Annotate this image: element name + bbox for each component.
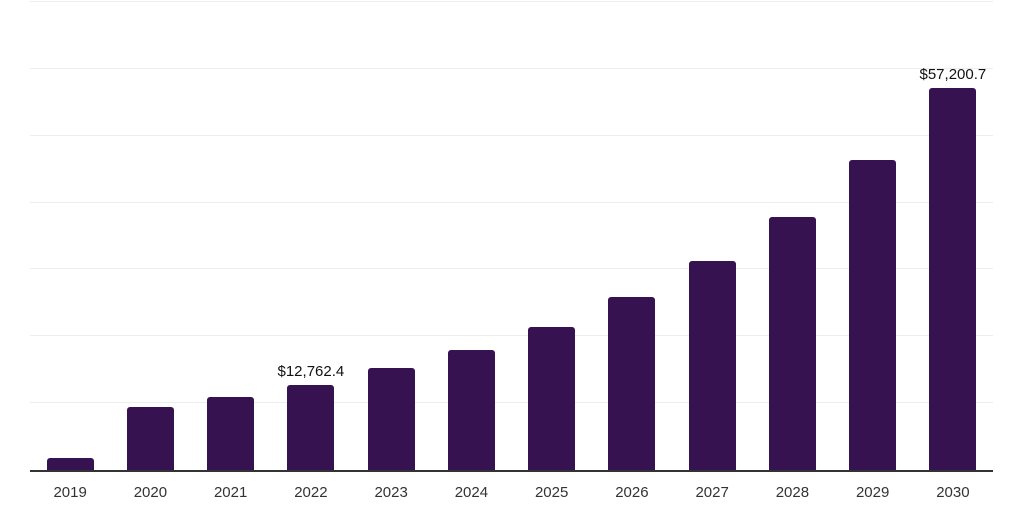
bar-value-label-2022: $12,762.4: [277, 362, 345, 380]
bar-2025[interactable]: [528, 326, 576, 470]
bar-value-label-2030: $57,200.7: [919, 65, 987, 83]
bar-band-2030: $57,200.7: [913, 2, 993, 470]
bar-band-2027: [672, 2, 752, 470]
gridline: [30, 1, 993, 2]
bar-band-2028: [752, 2, 832, 470]
bar-2021[interactable]: [207, 397, 255, 470]
gridline: [30, 201, 993, 203]
x-axis-label-2024: 2024: [454, 484, 489, 501]
x-axis-label-2019: 2019: [53, 484, 87, 501]
bar-2024[interactable]: [447, 349, 495, 470]
bar-2019[interactable]: [46, 457, 94, 470]
bar-band-2026: [592, 2, 672, 470]
x-axis-label-2028: 2028: [775, 484, 810, 501]
x-axis-label-2027: 2027: [695, 484, 729, 501]
bar-band-2020: [110, 2, 190, 470]
gridline: [30, 402, 993, 404]
bars-container: $12,762.4 $57,200.7: [30, 2, 993, 470]
x-axis-label-2029: 2029: [855, 484, 890, 501]
bar-2028[interactable]: [768, 216, 816, 470]
gridline: [30, 134, 993, 136]
bar-2030[interactable]: [929, 87, 977, 470]
x-axis-label-2026: 2026: [615, 484, 649, 501]
bar-2020[interactable]: [126, 407, 174, 470]
bar-2023[interactable]: [367, 368, 415, 470]
bar-band-2021: [191, 2, 271, 470]
plot-area: $12,762.4 $57,200.7: [30, 1, 993, 470]
bar-band-2025: [512, 2, 592, 470]
bar-2022[interactable]: [287, 384, 335, 470]
x-axis-labels: 2019 2020 2021 2022 2023 2024 2025 2026 2027 2028…: [30, 484, 993, 502]
gridline: [30, 67, 993, 69]
gridline: [30, 335, 993, 337]
bar-2026[interactable]: [608, 296, 656, 470]
x-axis-line: [30, 470, 993, 472]
bar-band-2024: [431, 2, 511, 470]
bar-band-2029: [833, 2, 913, 470]
bar-band-2022: $12,762.4: [271, 2, 351, 470]
bar-band-2019: [30, 2, 110, 470]
x-axis-label-2020: 2020: [133, 484, 168, 501]
x-axis-label-2021: 2021: [213, 484, 248, 501]
bar-band-2023: [351, 2, 431, 470]
x-axis-label-2022: 2022: [294, 484, 328, 501]
x-axis-label-2023: 2023: [374, 484, 408, 501]
bar-2027[interactable]: [688, 261, 736, 470]
x-axis-label-2030: 2030: [936, 484, 970, 501]
bar-2029[interactable]: [849, 159, 897, 470]
x-axis-label-2025: 2025: [534, 484, 569, 501]
gridline: [30, 268, 993, 270]
